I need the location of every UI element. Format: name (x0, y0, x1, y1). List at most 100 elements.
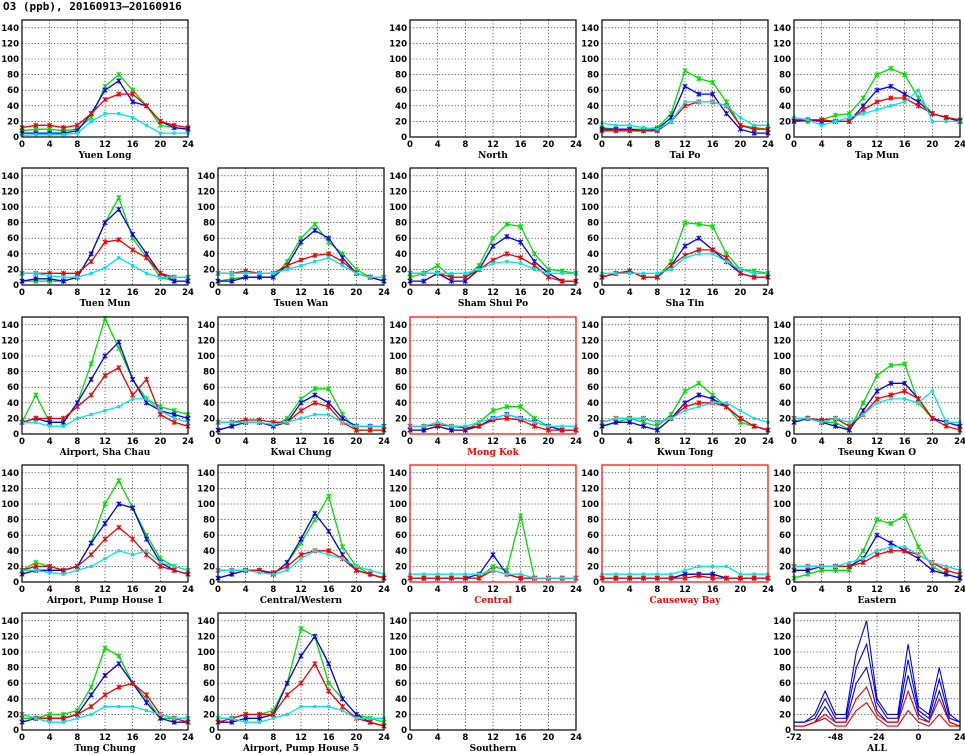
x-tick-label: 24 (182, 733, 194, 743)
data-point (131, 553, 135, 557)
data-point (641, 572, 646, 576)
x-tick-label: 16 (323, 585, 335, 595)
data-point (171, 411, 177, 418)
x-tick-label: 12 (99, 288, 111, 298)
data-point (230, 271, 234, 275)
x-tick-label: 20 (154, 140, 166, 150)
data-point (299, 416, 303, 420)
x-tick-label: 20 (734, 140, 746, 150)
data-point (88, 704, 94, 710)
y-tick-label: 60 (779, 679, 791, 689)
x-tick-label: 8 (462, 585, 468, 595)
y-tick-label: 0 (209, 578, 215, 588)
data-point (102, 353, 108, 359)
data-point (711, 252, 715, 256)
panel-title: Mong Kok (467, 448, 520, 458)
data-point (874, 517, 880, 523)
data-point (614, 123, 618, 127)
x-tick-label: 4 (435, 733, 441, 743)
data-point (448, 575, 455, 581)
x-tick-label: 16 (899, 140, 911, 150)
x-tick-label: 4 (819, 140, 825, 150)
x-tick-label: 8 (270, 437, 276, 447)
x-tick-label: 12 (871, 437, 883, 447)
data-point (641, 416, 646, 420)
data-point (627, 575, 633, 581)
series-line (794, 701, 960, 727)
x-tick-label: 20 (154, 288, 166, 298)
data-point (102, 536, 108, 542)
data-point (257, 271, 262, 275)
data-point (723, 404, 730, 410)
panel-title: Kwun Tong (657, 448, 714, 458)
data-point (88, 111, 94, 117)
data-point (943, 423, 949, 429)
data-point (560, 576, 564, 580)
data-point (75, 275, 79, 279)
x-tick-label: 24 (182, 288, 194, 298)
data-point (435, 262, 441, 269)
y-tick-label: 20 (7, 414, 19, 424)
y-tick-label: 0 (593, 430, 599, 440)
y-tick-label: 20 (587, 265, 599, 275)
y-tick-label: 20 (7, 562, 19, 572)
data-point (518, 223, 524, 230)
data-point (889, 545, 893, 549)
data-point (628, 271, 632, 275)
y-tick-label: 40 (779, 695, 791, 705)
data-point (143, 552, 150, 558)
data-point (75, 568, 79, 572)
x-tick-label: 0 (215, 733, 221, 743)
data-point (117, 256, 121, 260)
data-point (711, 564, 715, 568)
y-tick-label: 120 (773, 632, 791, 642)
series-line (794, 620, 961, 723)
y-tick-label: 60 (203, 679, 215, 689)
data-point (34, 716, 38, 720)
y-tick-label: 80 (203, 516, 215, 526)
panel-frame (601, 316, 769, 435)
data-point (930, 560, 934, 565)
panel-title: Sha Tin (666, 299, 705, 309)
data-point (284, 680, 290, 686)
data-point (723, 111, 730, 117)
x-tick-label: 24 (762, 437, 774, 447)
y-tick-label: 40 (779, 547, 791, 557)
y-tick-label: 40 (587, 399, 599, 409)
x-tick-label: 24 (570, 585, 582, 595)
panel-frame (21, 464, 189, 583)
y-tick-label: 60 (779, 383, 791, 393)
x-tick-label: 8 (654, 437, 660, 447)
y-tick-label: 80 (587, 516, 599, 526)
data-point (655, 127, 659, 131)
data-point (874, 396, 880, 402)
x-tick-label: 16 (515, 733, 527, 743)
data-point (476, 575, 482, 581)
data-point (75, 716, 79, 720)
x-tick-label: 4 (47, 437, 53, 447)
y-tick-label: 40 (395, 547, 407, 557)
data-point (889, 397, 893, 401)
data-point (751, 575, 757, 581)
y-tick-label: 80 (7, 71, 19, 81)
x-tick-label: 16 (323, 288, 335, 298)
data-point (860, 559, 866, 566)
y-tick-label: 60 (7, 383, 19, 393)
x-tick-label: 20 (542, 733, 554, 743)
data-point (888, 95, 894, 101)
y-tick-label: 60 (7, 86, 19, 96)
data-point (74, 404, 80, 410)
data-point (724, 260, 729, 264)
data-point (902, 388, 908, 394)
x-tick-label: 20 (350, 585, 362, 595)
x-tick-label: 12 (487, 140, 499, 150)
data-point (284, 262, 290, 269)
data-point (88, 392, 94, 398)
data-point (368, 275, 372, 279)
x-tick-label: 12 (295, 288, 307, 298)
x-tick-label: 16 (127, 288, 139, 298)
data-point (171, 419, 177, 425)
data-point (298, 626, 304, 632)
panel-sha-tin: 0 20 40 60 80 100 120 140 0 4 8 12 16 20 24 Sha Tin (581, 167, 774, 309)
y-tick-label: 80 (395, 664, 407, 674)
